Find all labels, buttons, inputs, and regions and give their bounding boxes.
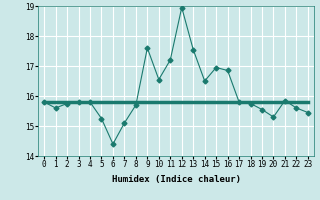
X-axis label: Humidex (Indice chaleur): Humidex (Indice chaleur) <box>111 175 241 184</box>
